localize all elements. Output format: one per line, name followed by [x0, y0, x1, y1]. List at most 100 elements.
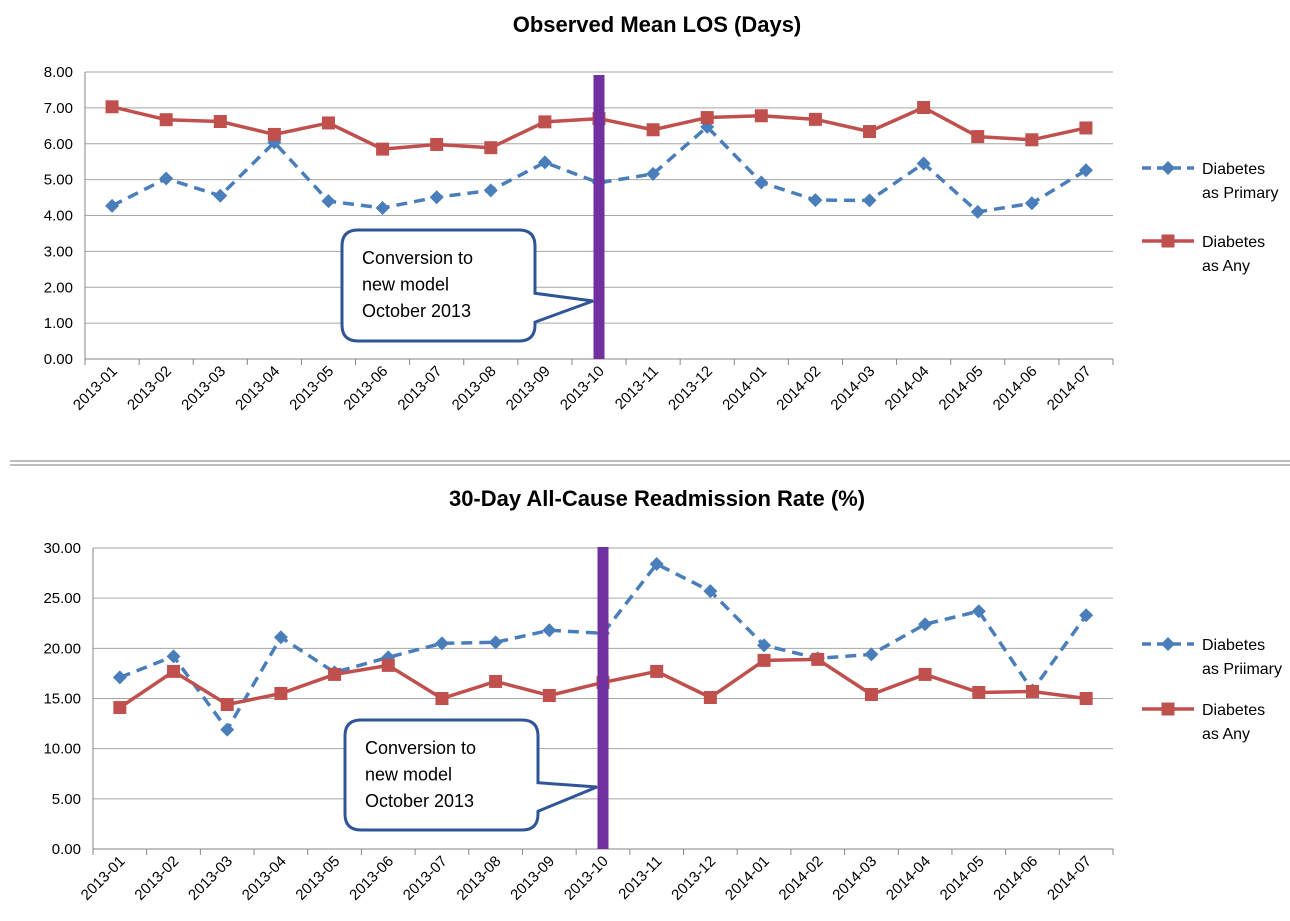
readmission-callout-text: Conversion to [365, 738, 476, 758]
readmission-series-1-point [542, 688, 556, 702]
readmission-series-1-point [435, 692, 449, 705]
los-x-tick-label: 2014-03 [827, 363, 878, 414]
readmission-x-tick-label: 2013-12 [668, 853, 719, 904]
readmission-x-tick-label: 2013-07 [400, 853, 451, 904]
los-callout-text: new model [362, 275, 449, 295]
readmission-x-tick-label: 2013-09 [507, 853, 558, 904]
readmission-series-0-point [971, 604, 986, 619]
los-series-0-point [105, 198, 120, 213]
readmission-series-1-point [274, 686, 288, 700]
los-y-tick-label: 7.00 [44, 100, 73, 117]
readmission-x-tick-label: 2013-06 [346, 853, 397, 904]
readmission-series-0-point [542, 623, 557, 638]
readmission-chart-title: 30-Day All-Cause Readmission Rate (%) [449, 486, 865, 511]
los-series-1-point [430, 137, 444, 151]
los-x-tick-label: 2013-02 [124, 363, 175, 414]
readmission-x-tick-label: 2014-05 [937, 853, 988, 904]
readmission-legend-marker-1 [1161, 702, 1175, 716]
los-series-1-point [321, 116, 335, 130]
los-x-tick-label: 2013-04 [232, 363, 283, 414]
readmission-series-0-point [649, 557, 664, 572]
los-y-tick-label: 4.00 [44, 208, 73, 225]
readmission-legend-label-0: as Priimary [1202, 661, 1282, 678]
readmission-series-0-point [757, 638, 772, 653]
readmission-x-tick-label: 2014-04 [883, 853, 934, 904]
los-series-0-point [808, 193, 823, 208]
los-series-0-point [159, 171, 174, 186]
los-series-1-point [700, 111, 714, 125]
los-x-tick-label: 2014-04 [882, 363, 933, 414]
readmission-legend-label-0: Diabetes [1202, 637, 1265, 654]
readmission-chart: 30-Day All-Cause Readmission Rate (%) 0.… [43, 486, 1282, 904]
los-series-0-point [1078, 163, 1093, 178]
readmission-series-1-point [489, 674, 503, 688]
los-series-0-point [429, 190, 444, 205]
los-series-0-point [483, 183, 498, 198]
los-series-1-point [105, 100, 119, 114]
los-series-1-point [538, 115, 552, 129]
readmission-x-tick-label: 2014-06 [990, 853, 1041, 904]
los-chart-title: Observed Mean LOS (Days) [513, 12, 802, 37]
los-x-tick-label: 2014-07 [1044, 363, 1095, 414]
los-series-1-point [917, 101, 931, 115]
los-series-1-point [1079, 121, 1093, 135]
readmission-callout-box [343, 718, 598, 832]
readmission-series-0-point [166, 649, 181, 664]
los-series-1-point [267, 127, 281, 141]
los-x-tick-label: 2013-05 [286, 363, 337, 414]
los-x-tick-label: 2013-09 [503, 363, 554, 414]
readmission-y-tick-label: 5.00 [52, 791, 81, 808]
readmission-y-tick-label: 30.00 [43, 540, 81, 557]
los-x-tick-label: 2014-06 [990, 363, 1041, 414]
los-series-1-point [213, 115, 227, 129]
readmission-y-tick-label: 25.00 [43, 590, 81, 607]
los-series-0-point [916, 156, 931, 171]
los-series-1-point [971, 130, 985, 144]
los-chart: Observed Mean LOS (Days) 0.00 1.00 2.00 3.0… [44, 12, 1279, 414]
los-y-tick-label: 2.00 [44, 279, 73, 296]
los-x-tick-label: 2013-10 [557, 363, 608, 414]
readmission-legend-label-1: Diabetes [1202, 702, 1265, 719]
los-legend-marker-0 [1161, 161, 1175, 175]
readmission-series-0-point [112, 670, 127, 685]
readmission-series-1-point [757, 653, 771, 667]
readmission-series-1-point [811, 652, 825, 666]
los-y-tick-label: 5.00 [44, 172, 73, 189]
readmission-series-1-point [864, 687, 878, 701]
readmission-series-1-point [703, 690, 717, 704]
readmission-series-0-point [434, 636, 449, 651]
los-series-0-point [646, 166, 661, 181]
readmission-series-1-point [650, 664, 664, 678]
readmission-series-0-point [220, 722, 235, 737]
readmission-series-1-point [972, 685, 986, 699]
readmission-y-tick-label: 0.00 [52, 841, 81, 858]
readmission-series-0-point [1079, 608, 1094, 623]
los-x-tick-label: 2014-05 [936, 363, 987, 414]
los-legend-label-0: as Primary [1202, 185, 1278, 202]
readmission-series-0-point [703, 584, 718, 599]
los-legend-marker-1 [1161, 234, 1175, 248]
los-x-tick-label: 2014-02 [773, 363, 824, 414]
los-y-tick-label: 0.00 [44, 351, 73, 368]
los-x-tick-label: 2014-01 [719, 363, 770, 414]
los-y-tick-label: 8.00 [44, 64, 73, 81]
readmission-series-1-point [328, 667, 342, 681]
readmission-x-tick-label: 2013-02 [131, 853, 182, 904]
readmission-series-1-point [113, 701, 127, 715]
los-y-tick-label: 3.00 [44, 243, 73, 260]
readmission-x-tick-label: 2014-01 [722, 853, 773, 904]
readmission-legend-marker-0 [1161, 637, 1175, 651]
readmission-series-1-point [381, 658, 395, 672]
los-series-0-point [213, 188, 228, 203]
readmission-series-0-point [864, 647, 879, 662]
readmission-series-1-point [918, 667, 932, 681]
readmission-x-tick-label: 2013-11 [615, 853, 665, 903]
los-x-tick-label: 2013-12 [665, 363, 716, 414]
los-x-tick-label: 2013-01 [70, 363, 121, 414]
los-series-0-point [321, 194, 336, 209]
readmission-y-tick-label: 20.00 [43, 640, 81, 657]
readmission-x-tick-label: 2013-04 [239, 853, 290, 904]
los-x-tick-label: 2013-07 [395, 363, 446, 414]
los-series-0-point [862, 193, 877, 208]
